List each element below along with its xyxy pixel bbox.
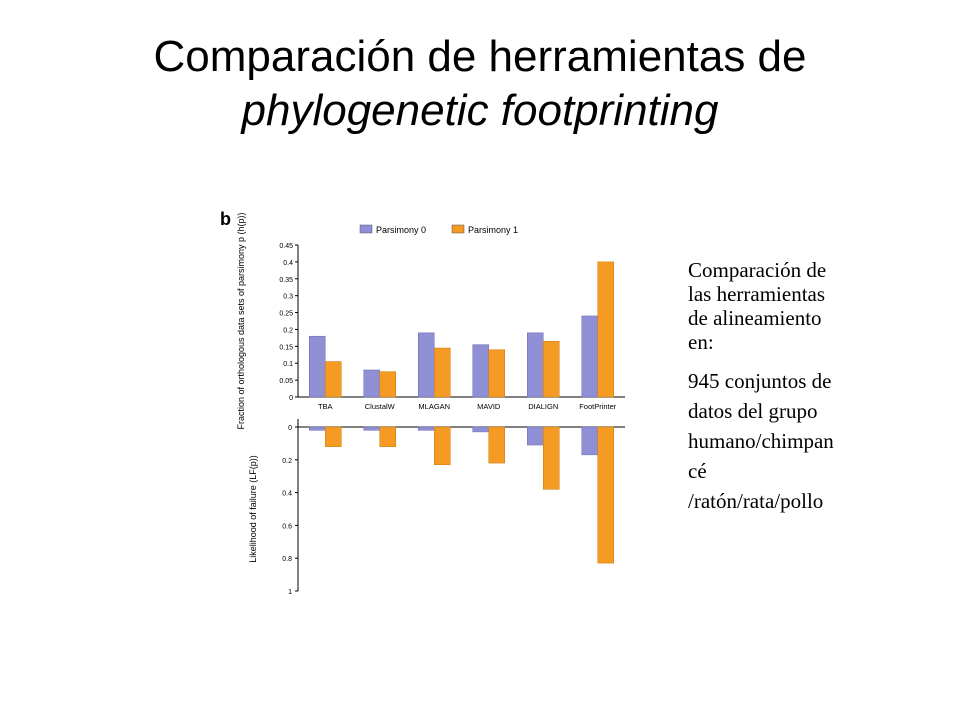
- bar-top-parsimony-1: [434, 347, 451, 398]
- legend-label-parsimony-1: Parsimony 1: [468, 225, 518, 235]
- bar-top-parsimony-0: [472, 344, 489, 398]
- top-y-tick-label: 0.15: [279, 344, 293, 351]
- side-line: /ratón/rata/pollo: [688, 489, 824, 513]
- x-tick-label: ClustalW: [365, 402, 396, 411]
- bar-top-parsimony-1: [488, 349, 505, 398]
- side-line: datos del grupo: [688, 399, 818, 423]
- bar-bottom-parsimony-1: [379, 426, 396, 447]
- bar-bottom-parsimony-1: [543, 426, 560, 490]
- slide-title: Comparación de herramientas de phylogene…: [0, 30, 960, 138]
- bottom-y-tick-label: 0: [288, 425, 292, 432]
- top-y-tick-label: 0.1: [283, 361, 293, 368]
- bar-top-parsimony-1: [325, 361, 342, 398]
- bar-top-parsimony-0: [527, 332, 544, 398]
- side-line: humano/chimpan: [688, 429, 834, 453]
- side-line: de alineamiento: [688, 306, 822, 330]
- bar-bottom-parsimony-0: [309, 426, 326, 431]
- bar-top-parsimony-1: [543, 341, 560, 398]
- top-y-tick-label: 0.05: [279, 378, 293, 385]
- x-tick-label: TBA: [318, 402, 333, 411]
- bottom-y-tick-label: 0.4: [282, 491, 292, 498]
- side-line: cé: [688, 459, 707, 483]
- bar-top-parsimony-1: [379, 371, 396, 398]
- bar-top-parsimony-1: [597, 261, 614, 398]
- bar-bottom-parsimony-0: [363, 426, 380, 431]
- bar-bottom-parsimony-0: [581, 426, 598, 456]
- figure-panel-b: b Parsimony 0 Parsimony 1 0 0.05 0.1 0.15 0.2 0.…: [210, 195, 640, 615]
- bar-bottom-parsimony-1: [434, 426, 451, 465]
- panel-label: b: [220, 209, 231, 229]
- top-y-tick-label: 0.2: [283, 327, 293, 334]
- side-text: Comparación de las herramientas de aline…: [688, 258, 918, 516]
- bottom-y-axis-label: Likelihood of failure (LF(p)): [248, 455, 258, 563]
- chart-svg: b Parsimony 0 Parsimony 1 0 0.05 0.1 0.15 0.2 0.…: [220, 209, 625, 596]
- top-y-tick-label: 0.25: [279, 311, 293, 318]
- top-y-axis-label: Fraction of orthologous data sets of par…: [236, 212, 246, 429]
- side-line: las herramientas: [688, 282, 826, 306]
- bottom-y-tick-label: 0.8: [282, 556, 292, 563]
- legend-swatch-parsimony-0: [359, 224, 373, 234]
- legend-swatch-parsimony-1: [451, 224, 465, 234]
- bar-bottom-parsimony-1: [488, 426, 505, 464]
- top-y-tick-label: 0: [289, 395, 293, 402]
- bottom-y-tick-label: 1: [288, 589, 292, 596]
- bar-top-parsimony-0: [363, 369, 380, 398]
- bar-bottom-parsimony-0: [472, 426, 489, 433]
- x-tick-label: DIALIGN: [528, 402, 558, 411]
- bottom-y-tick-label: 0.6: [282, 523, 292, 530]
- x-tick-label: MLAGAN: [418, 402, 450, 411]
- side-paragraph-2: 945 conjuntos de datos del grupo humano/…: [688, 366, 918, 516]
- x-tick-label: MAVID: [477, 402, 501, 411]
- top-y-tick-label: 0.3: [283, 294, 293, 301]
- side-paragraph-1: Comparación de las herramientas de aline…: [688, 258, 918, 354]
- bar-top-parsimony-0: [418, 332, 435, 398]
- top-y-tick-label: 0.45: [279, 243, 293, 250]
- side-line: 945 conjuntos de: [688, 369, 832, 393]
- bar-bottom-parsimony-1: [597, 426, 614, 564]
- bar-top-parsimony-0: [309, 335, 326, 398]
- side-line: en:: [688, 330, 714, 354]
- bottom-y-tick-label: 0.2: [282, 458, 292, 465]
- title-line-2: phylogenetic footprinting: [241, 86, 719, 135]
- bar-bottom-parsimony-0: [418, 426, 435, 431]
- top-y-tick-label: 0.4: [283, 260, 293, 267]
- legend-label-parsimony-0: Parsimony 0: [376, 225, 426, 235]
- x-tick-label: FootPrinter: [579, 402, 617, 411]
- bar-top-parsimony-0: [581, 315, 598, 398]
- title-line-1: Comparación de herramientas de: [153, 32, 807, 81]
- side-line: Comparación de: [688, 258, 827, 282]
- top-y-tick-label: 0.35: [279, 277, 293, 284]
- bar-bottom-parsimony-0: [527, 426, 544, 446]
- bar-bottom-parsimony-1: [325, 426, 342, 447]
